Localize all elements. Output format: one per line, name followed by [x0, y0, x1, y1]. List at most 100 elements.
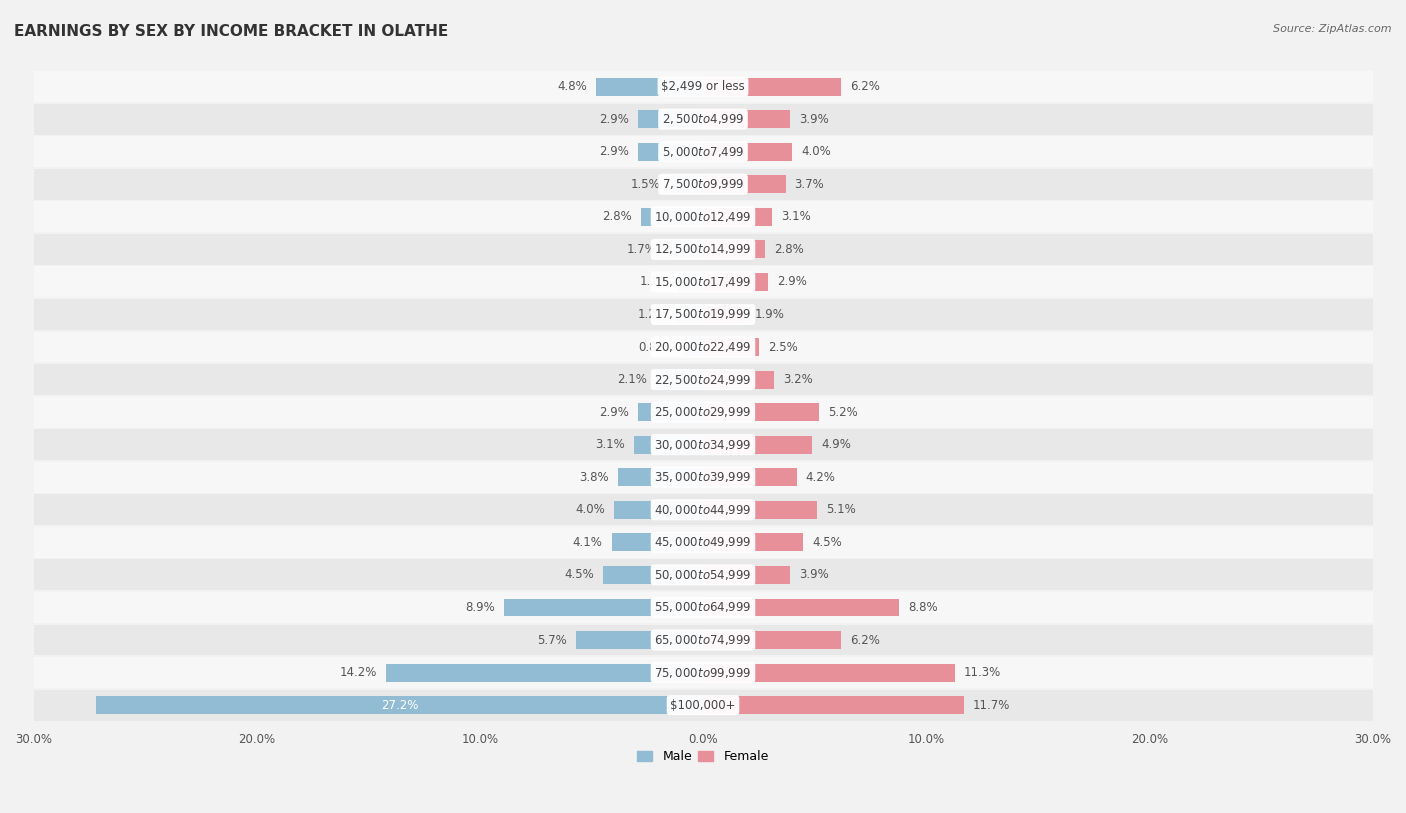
Text: 4.0%: 4.0% — [801, 146, 831, 159]
Bar — [387, 663, 703, 681]
Bar — [679, 273, 703, 291]
Text: 4.1%: 4.1% — [572, 536, 603, 549]
Bar — [34, 234, 1372, 265]
Bar — [638, 403, 703, 421]
Bar — [641, 208, 703, 226]
Bar — [34, 71, 1372, 102]
Bar — [614, 501, 703, 519]
Bar — [634, 436, 703, 454]
Bar — [34, 494, 1372, 525]
Text: 6.2%: 6.2% — [851, 80, 880, 93]
Bar — [703, 338, 759, 356]
Bar — [34, 657, 1372, 688]
Text: 1.5%: 1.5% — [631, 178, 661, 191]
Bar — [703, 208, 772, 226]
Bar — [34, 137, 1372, 167]
Text: 3.9%: 3.9% — [799, 113, 828, 126]
Text: $40,000 to $44,999: $40,000 to $44,999 — [654, 502, 752, 517]
Bar — [505, 598, 703, 616]
Bar — [669, 176, 703, 193]
Text: $2,499 or less: $2,499 or less — [661, 80, 745, 93]
Bar — [34, 104, 1372, 135]
Text: Source: ZipAtlas.com: Source: ZipAtlas.com — [1274, 24, 1392, 34]
Text: 4.0%: 4.0% — [575, 503, 605, 516]
Text: $30,000 to $34,999: $30,000 to $34,999 — [654, 437, 752, 452]
Bar — [683, 338, 703, 356]
Text: $100,000+: $100,000+ — [671, 698, 735, 711]
Bar — [34, 397, 1372, 428]
Text: $2,500 to $4,999: $2,500 to $4,999 — [662, 112, 744, 126]
Text: $22,500 to $24,999: $22,500 to $24,999 — [654, 372, 752, 386]
Text: 1.2%: 1.2% — [637, 308, 668, 321]
Bar — [638, 111, 703, 128]
Text: $20,000 to $22,499: $20,000 to $22,499 — [654, 340, 752, 354]
Text: $25,000 to $29,999: $25,000 to $29,999 — [654, 405, 752, 420]
Text: $5,000 to $7,499: $5,000 to $7,499 — [662, 145, 744, 159]
Text: 5.1%: 5.1% — [825, 503, 855, 516]
Text: 0.86%: 0.86% — [638, 341, 675, 354]
Bar — [34, 299, 1372, 330]
Bar — [703, 566, 790, 584]
Text: 3.1%: 3.1% — [782, 211, 811, 224]
Text: 11.7%: 11.7% — [973, 698, 1011, 711]
Bar — [34, 364, 1372, 395]
Text: $45,000 to $49,999: $45,000 to $49,999 — [654, 535, 752, 550]
Legend: Male, Female: Male, Female — [633, 746, 773, 768]
Text: $15,000 to $17,499: $15,000 to $17,499 — [654, 275, 752, 289]
Bar — [703, 501, 817, 519]
Text: $50,000 to $54,999: $50,000 to $54,999 — [654, 568, 752, 582]
Text: 3.1%: 3.1% — [595, 438, 624, 451]
Text: 1.1%: 1.1% — [640, 276, 669, 289]
Text: 2.9%: 2.9% — [599, 146, 630, 159]
Bar — [96, 696, 703, 714]
Bar — [703, 77, 841, 95]
Bar — [703, 598, 900, 616]
Bar — [703, 696, 965, 714]
Text: 1.7%: 1.7% — [626, 243, 657, 256]
Bar — [34, 527, 1372, 558]
Text: 27.2%: 27.2% — [381, 698, 418, 711]
Text: $17,500 to $19,999: $17,500 to $19,999 — [654, 307, 752, 321]
Text: 4.9%: 4.9% — [821, 438, 851, 451]
Bar — [603, 566, 703, 584]
Bar — [34, 429, 1372, 460]
Text: 2.1%: 2.1% — [617, 373, 647, 386]
Bar — [703, 663, 955, 681]
Bar — [703, 241, 765, 259]
Bar — [34, 559, 1372, 590]
Bar — [703, 306, 745, 324]
Text: $12,500 to $14,999: $12,500 to $14,999 — [654, 242, 752, 256]
Bar — [703, 111, 790, 128]
Text: 2.9%: 2.9% — [599, 406, 630, 419]
Text: $75,000 to $99,999: $75,000 to $99,999 — [654, 666, 752, 680]
Text: 3.7%: 3.7% — [794, 178, 824, 191]
Text: 6.2%: 6.2% — [851, 633, 880, 646]
Bar — [703, 273, 768, 291]
Text: 4.8%: 4.8% — [557, 80, 586, 93]
Bar — [34, 462, 1372, 493]
Bar — [638, 143, 703, 161]
Bar — [34, 689, 1372, 720]
Text: $55,000 to $64,999: $55,000 to $64,999 — [654, 601, 752, 615]
Text: 3.9%: 3.9% — [799, 568, 828, 581]
Text: 11.3%: 11.3% — [965, 666, 1001, 679]
Text: 2.9%: 2.9% — [599, 113, 630, 126]
Text: 4.5%: 4.5% — [564, 568, 593, 581]
Bar — [576, 631, 703, 649]
Bar — [676, 306, 703, 324]
Text: 1.9%: 1.9% — [755, 308, 785, 321]
Text: 3.2%: 3.2% — [783, 373, 813, 386]
Bar — [619, 468, 703, 486]
Text: 2.5%: 2.5% — [768, 341, 797, 354]
Text: 8.8%: 8.8% — [908, 601, 938, 614]
Bar — [612, 533, 703, 551]
Bar — [34, 169, 1372, 200]
Bar — [34, 267, 1372, 298]
Text: 2.8%: 2.8% — [775, 243, 804, 256]
Text: 2.8%: 2.8% — [602, 211, 631, 224]
Bar — [703, 533, 803, 551]
Text: $65,000 to $74,999: $65,000 to $74,999 — [654, 633, 752, 647]
Bar — [34, 332, 1372, 363]
Text: 3.8%: 3.8% — [579, 471, 609, 484]
Bar — [703, 176, 786, 193]
